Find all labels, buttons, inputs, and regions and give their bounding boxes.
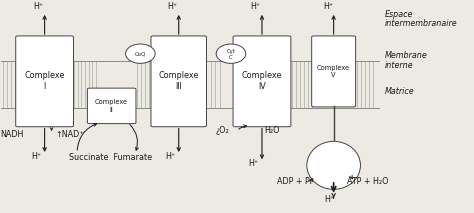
Text: ¿O₂: ¿O₂ bbox=[216, 126, 229, 135]
Text: H⁺: H⁺ bbox=[250, 2, 261, 11]
Text: Complexe
IV: Complexe IV bbox=[242, 71, 282, 91]
FancyBboxPatch shape bbox=[151, 36, 207, 127]
Text: H⁺: H⁺ bbox=[323, 2, 334, 11]
Ellipse shape bbox=[216, 44, 246, 63]
FancyBboxPatch shape bbox=[233, 36, 291, 127]
Text: H⁺: H⁺ bbox=[165, 152, 175, 161]
Text: ADP + Pi: ADP + Pi bbox=[277, 177, 312, 186]
Text: H₂O: H₂O bbox=[264, 126, 280, 135]
Text: H⁺: H⁺ bbox=[33, 2, 43, 11]
Text: C: C bbox=[229, 55, 233, 60]
Ellipse shape bbox=[126, 44, 155, 63]
Text: H⁺: H⁺ bbox=[167, 2, 177, 11]
FancyBboxPatch shape bbox=[312, 36, 356, 107]
Text: intermembranaire: intermembranaire bbox=[384, 19, 457, 28]
Text: Membrane: Membrane bbox=[384, 51, 427, 60]
Ellipse shape bbox=[307, 141, 360, 189]
Text: ATP + H₂O: ATP + H₂O bbox=[346, 177, 388, 186]
Text: H⁺: H⁺ bbox=[31, 152, 41, 161]
FancyBboxPatch shape bbox=[87, 88, 136, 124]
FancyBboxPatch shape bbox=[16, 36, 73, 127]
Text: ↑NAD⁺: ↑NAD⁺ bbox=[55, 130, 84, 139]
Text: Cyt: Cyt bbox=[227, 49, 236, 54]
Text: Succinate  Fumarate: Succinate Fumarate bbox=[69, 153, 152, 162]
Text: Matrice: Matrice bbox=[384, 87, 414, 96]
Text: Complexe
III: Complexe III bbox=[158, 71, 199, 91]
Text: H⁺: H⁺ bbox=[248, 159, 258, 168]
Text: NADH: NADH bbox=[0, 130, 24, 139]
Text: CoQ: CoQ bbox=[135, 51, 146, 56]
Text: interne: interne bbox=[384, 61, 413, 70]
Text: Complexe
I: Complexe I bbox=[25, 71, 65, 91]
Text: Espace: Espace bbox=[384, 10, 413, 19]
Text: Complexe
V: Complexe V bbox=[317, 65, 350, 78]
Text: H⁺: H⁺ bbox=[324, 195, 335, 204]
Text: Complexe
II: Complexe II bbox=[95, 99, 128, 113]
